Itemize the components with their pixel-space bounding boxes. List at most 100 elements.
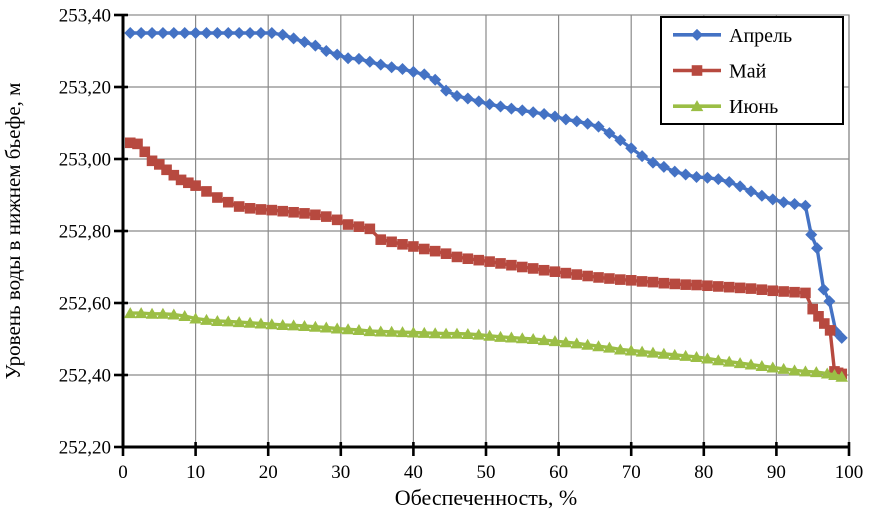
legend-item-may: Май [673, 61, 767, 83]
series-june-marker [788, 364, 801, 376]
series-june-marker [526, 333, 540, 344]
series-april-marker [276, 28, 289, 41]
series-april-marker [559, 113, 572, 126]
series-june-marker [134, 307, 148, 319]
series-june-marker [722, 355, 736, 367]
series-may-marker [201, 186, 212, 197]
series-june-marker [156, 307, 170, 319]
series-june-marker [646, 346, 660, 358]
series-april-marker [352, 52, 365, 65]
series-april-marker [835, 331, 848, 344]
series-april-marker [156, 27, 169, 39]
series-april-marker [189, 27, 202, 39]
series-april-marker [766, 193, 779, 206]
series-may-marker [310, 209, 321, 221]
series-may-marker [604, 273, 615, 284]
series-may-marker [582, 270, 593, 282]
series-may-marker [571, 269, 583, 280]
series-may-marker [702, 280, 713, 292]
series-may-marker [680, 279, 691, 290]
series-may-marker [375, 234, 387, 245]
series-june-marker [835, 370, 849, 382]
series-june-marker [592, 340, 605, 352]
series-june-marker [635, 345, 649, 357]
y-tick-label: 252,20 [59, 438, 111, 459]
series-april-marker [777, 196, 790, 209]
series-may-marker [342, 219, 354, 230]
legend-item-april: Апрель [673, 25, 792, 47]
series-may-marker [451, 251, 463, 263]
series-april-marker [483, 98, 496, 111]
series-april-marker [538, 108, 551, 120]
series-april-marker [646, 156, 659, 169]
series-april-marker [450, 90, 463, 102]
series-may-marker [277, 205, 289, 217]
series-april-marker [690, 171, 703, 183]
series-april-marker [178, 27, 191, 39]
series-june-marker [330, 322, 344, 334]
series-may-marker [212, 192, 223, 203]
series-april-marker [516, 104, 529, 117]
series-april-marker [679, 168, 692, 181]
series-april-marker [701, 171, 714, 184]
series-april-marker [331, 48, 344, 61]
x-axis-title: Обеспеченность, % [395, 485, 578, 510]
series-april-marker [614, 134, 627, 147]
series-april-marker [744, 185, 757, 198]
series-june-marker [341, 323, 355, 335]
series-april-marker [668, 165, 681, 178]
series-may-marker [527, 263, 539, 274]
series-june-marker [319, 321, 333, 333]
x-tick-label: 70 [622, 462, 641, 483]
series-june-marker [200, 313, 213, 325]
series-may-marker [364, 223, 376, 235]
series-june-marker [178, 309, 192, 321]
series-april-marker [244, 27, 257, 39]
series-june-marker [439, 327, 453, 339]
series-june-marker [374, 325, 388, 337]
series-june-marker [254, 317, 268, 329]
series-june-marker [243, 316, 257, 328]
series-may-marker [139, 146, 151, 158]
series-may-marker [615, 274, 626, 285]
series-june-marker [668, 348, 682, 360]
series-june-marker [744, 358, 758, 370]
series-april-marker [712, 173, 725, 186]
series-may-marker [288, 206, 299, 218]
series-april-marker [440, 84, 453, 97]
series-june-marker [679, 349, 692, 361]
series-may-marker [473, 254, 485, 266]
series-april-marker [342, 52, 355, 65]
series-june-marker [265, 318, 279, 330]
y-tick-label: 253,00 [59, 150, 111, 171]
series-june-marker [766, 361, 780, 373]
series-june-marker [483, 329, 496, 341]
series-april-marker [298, 36, 311, 48]
series-april-marker [124, 27, 137, 39]
series-june-marker [755, 360, 769, 371]
x-tick-label: 10 [186, 462, 205, 483]
series-april-marker [407, 65, 420, 78]
series-april-marker [548, 110, 561, 123]
series-may-marker [734, 282, 746, 294]
series-june-marker [494, 330, 507, 342]
series-may-marker [713, 281, 724, 292]
series-june-marker [396, 326, 409, 338]
series-may-marker [636, 276, 648, 287]
series-june-marker [428, 327, 442, 339]
series-may-marker [484, 256, 495, 267]
series-june-marker [701, 352, 714, 364]
series-april-marker [755, 189, 768, 202]
x-tick-label: 40 [404, 462, 423, 483]
series-june-marker [385, 325, 398, 337]
x-tick-label: 60 [549, 462, 568, 483]
series-may-marker [353, 221, 365, 232]
series-may-marker [331, 214, 343, 226]
series-april-marker [146, 27, 159, 39]
series-may-marker [266, 204, 278, 216]
series-may-marker [723, 281, 735, 293]
series-april-marker [429, 73, 442, 86]
series-june-marker [828, 369, 841, 380]
